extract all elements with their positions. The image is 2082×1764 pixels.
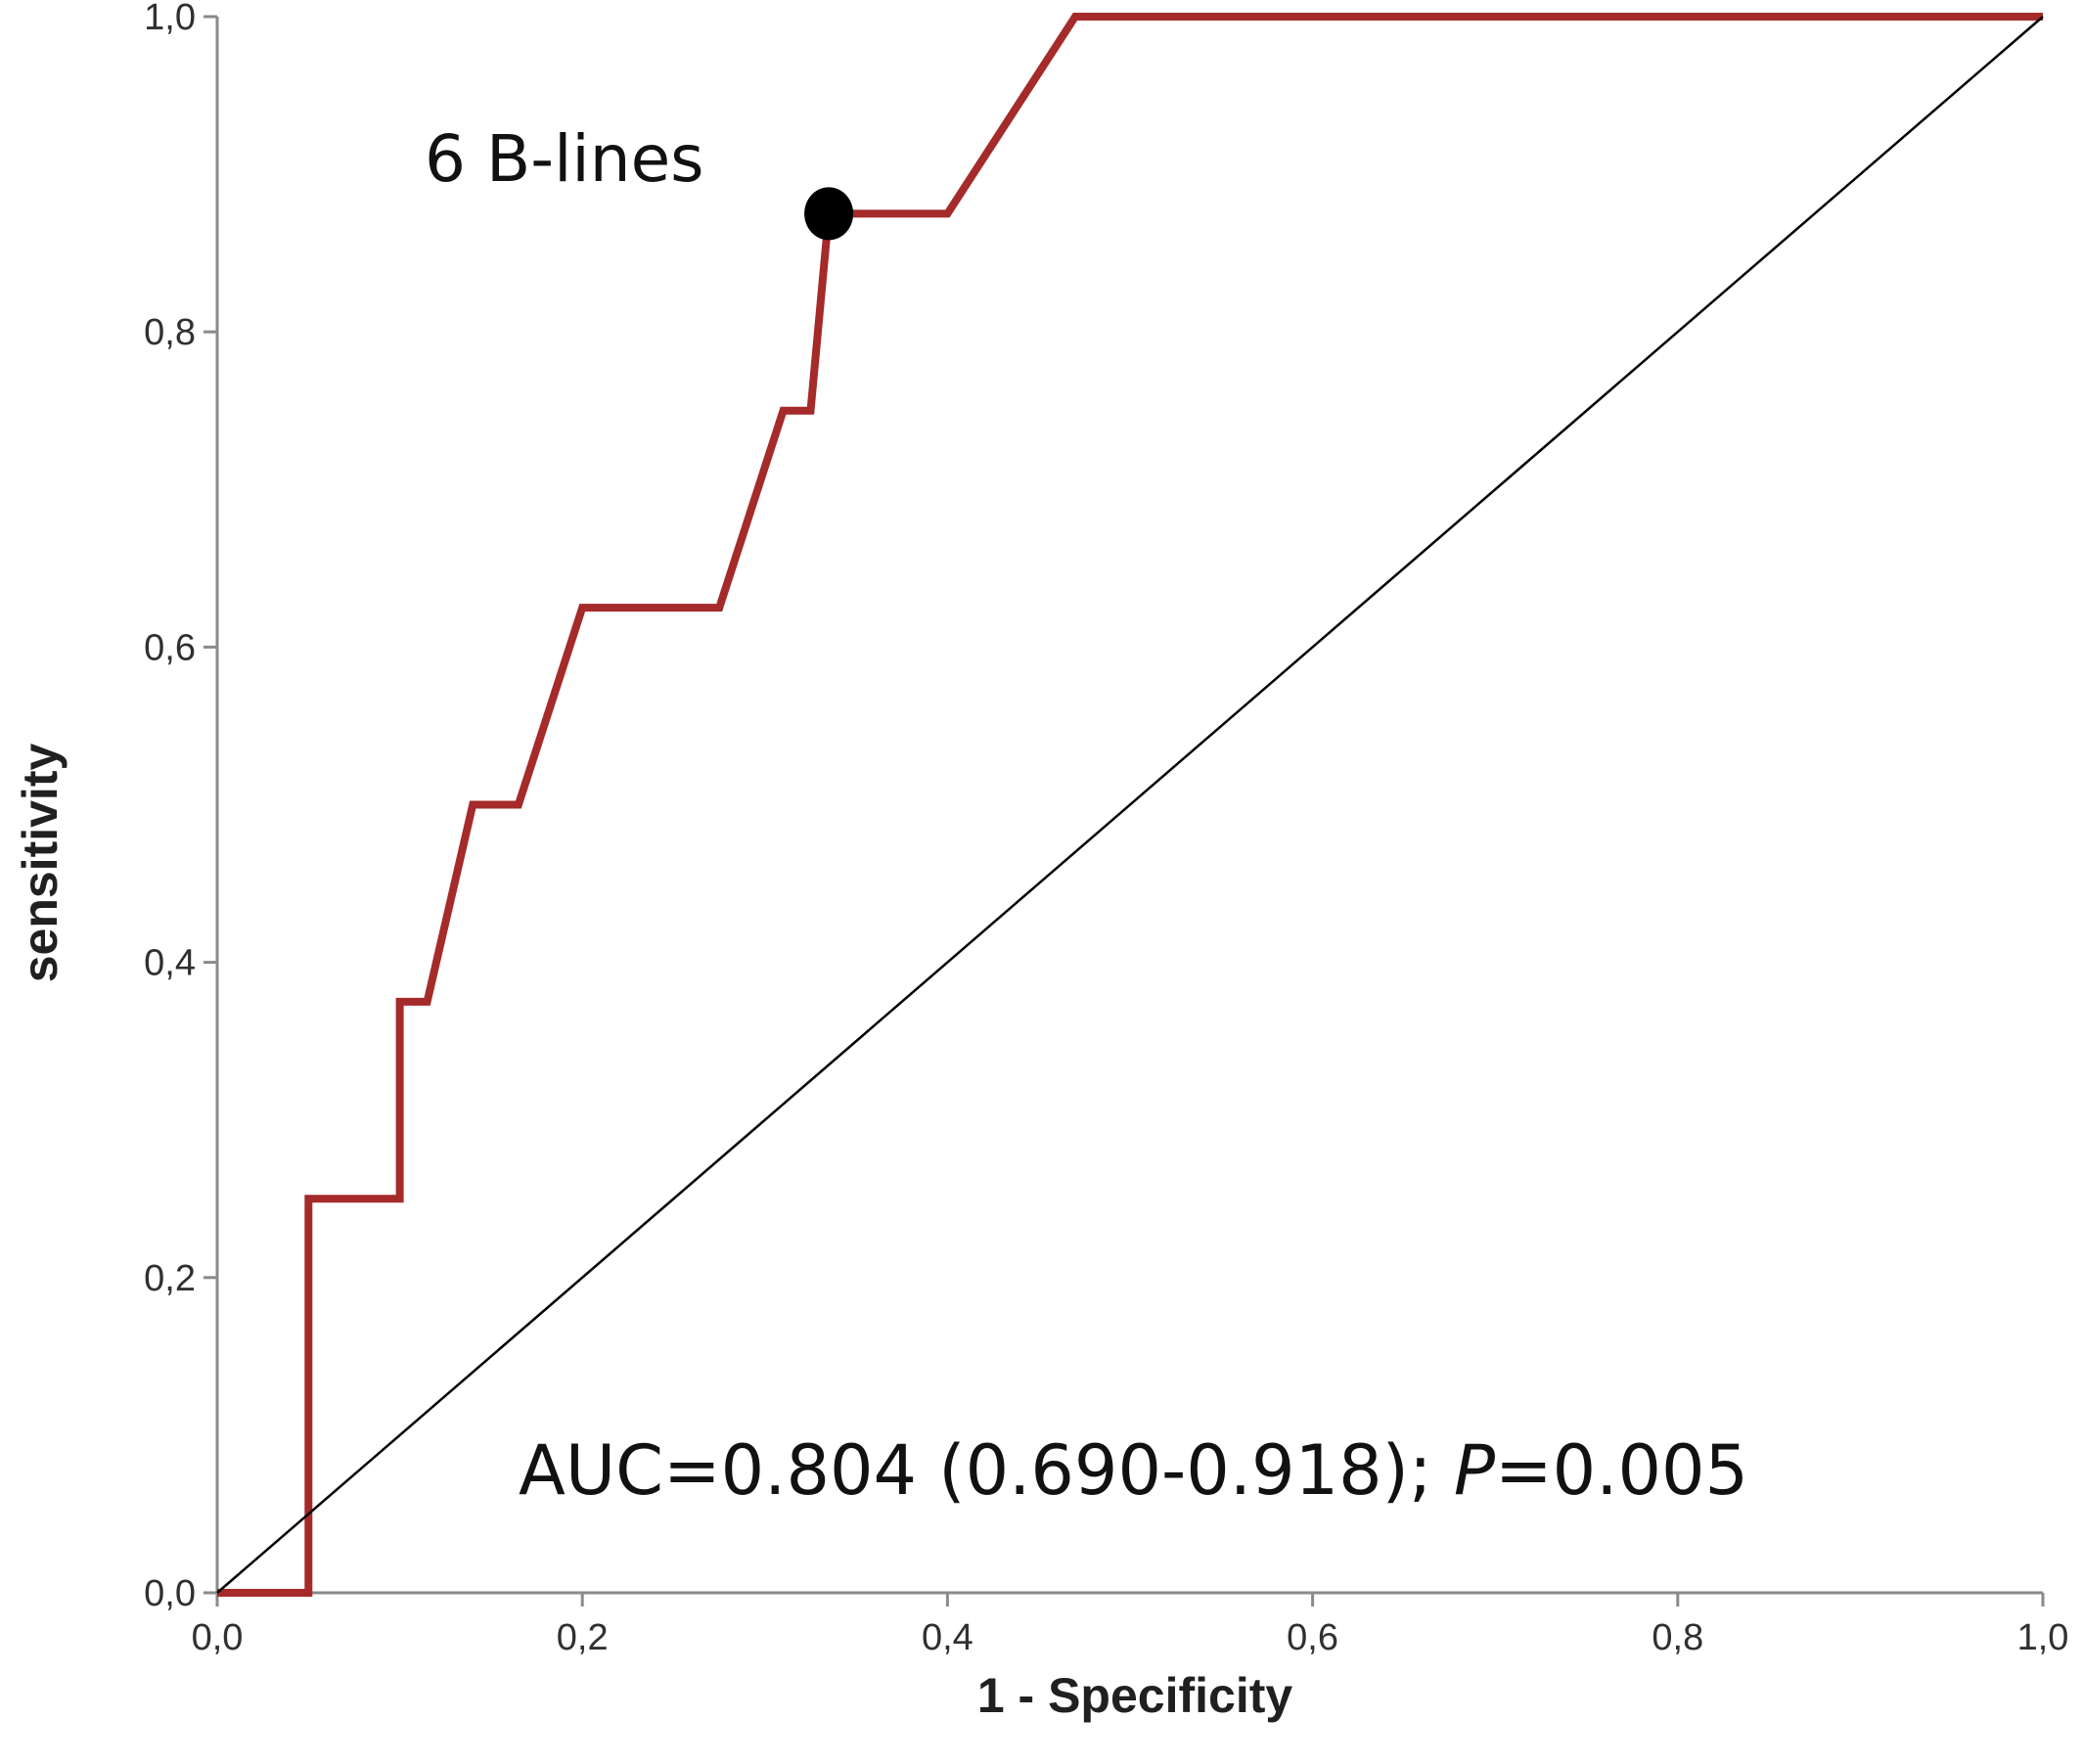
y-tick-label: 0,6 (144, 627, 196, 668)
y-tick-label: 0,8 (144, 312, 196, 353)
x-tick-label: 1,0 (2017, 1617, 2069, 1658)
marker-label: 6 B-lines (425, 121, 704, 197)
series-layer (216, 13, 2044, 1597)
x-tick-label: 0,6 (1287, 1617, 1338, 1658)
auc-suffix: =0.005 (1495, 1430, 1748, 1511)
y-tick-label: 1,0 (144, 0, 196, 38)
auc-p-symbol: P (1454, 1430, 1496, 1511)
axes-layer: 0,0 0,2 0,4 0,6 0,8 1,0 0,0 0,2 0,4 0,6 0,8 1,0 (144, 0, 2068, 1658)
y-tick-label: 0,4 (144, 943, 196, 984)
auc-prefix: AUC=0.804 (0.690-0.918); (519, 1430, 1454, 1511)
label-layer: 1 - Specificity sensitivity 6 B-lines AU… (13, 121, 1748, 1723)
marker-layer (804, 187, 854, 241)
y-axis-title: sensitivity (13, 744, 68, 983)
x-axis-title: 1 - Specificity (977, 1668, 1293, 1723)
x-tick-label: 0,8 (1652, 1617, 1703, 1658)
y-tick-label: 0,2 (144, 1258, 196, 1299)
x-tick-label: 0,2 (557, 1617, 609, 1658)
y-tick-label: 0,0 (144, 1573, 196, 1614)
x-tick-label: 0,4 (922, 1617, 973, 1658)
x-tick-label: 0,0 (192, 1617, 244, 1658)
reference-diagonal-line (216, 16, 2044, 1594)
roc-curve-line (217, 13, 2043, 1597)
cutoff-marker (804, 187, 854, 241)
auc-annotation: AUC=0.804 (0.690-0.918); P=0.005 (519, 1430, 1748, 1511)
